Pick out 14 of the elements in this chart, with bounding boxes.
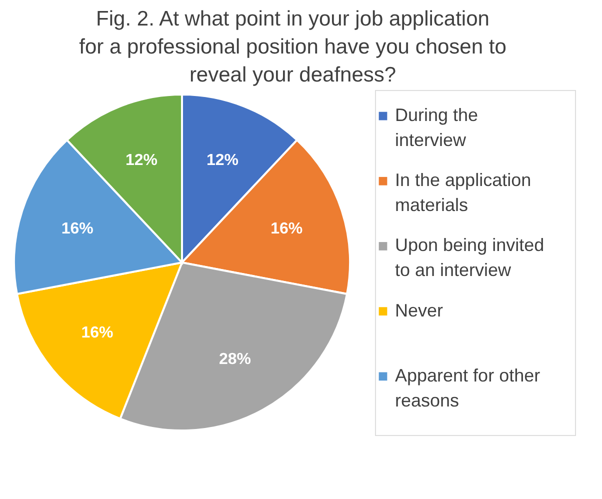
legend-label: Never <box>395 300 444 320</box>
legend-label: In the application materials <box>395 170 532 216</box>
legend-label: Upon being invited to an interview <box>395 235 544 280</box>
text: Fig. 2. At what point in your job application <box>96 8 490 30</box>
text: for a professional position have you chosen to <box>79 36 506 58</box>
legend-label: Apparent for other reasons <box>395 365 540 410</box>
data-label: 12% <box>206 152 239 170</box>
data-label: 16% <box>61 220 94 238</box>
data-label: 28% <box>218 350 252 368</box>
data-label: 12% <box>125 152 158 170</box>
text: reveal your deafness? <box>189 64 396 86</box>
data-label: 16% <box>270 220 303 238</box>
legend-label: During the interview <box>395 105 478 150</box>
data-label: 16% <box>81 324 114 342</box>
